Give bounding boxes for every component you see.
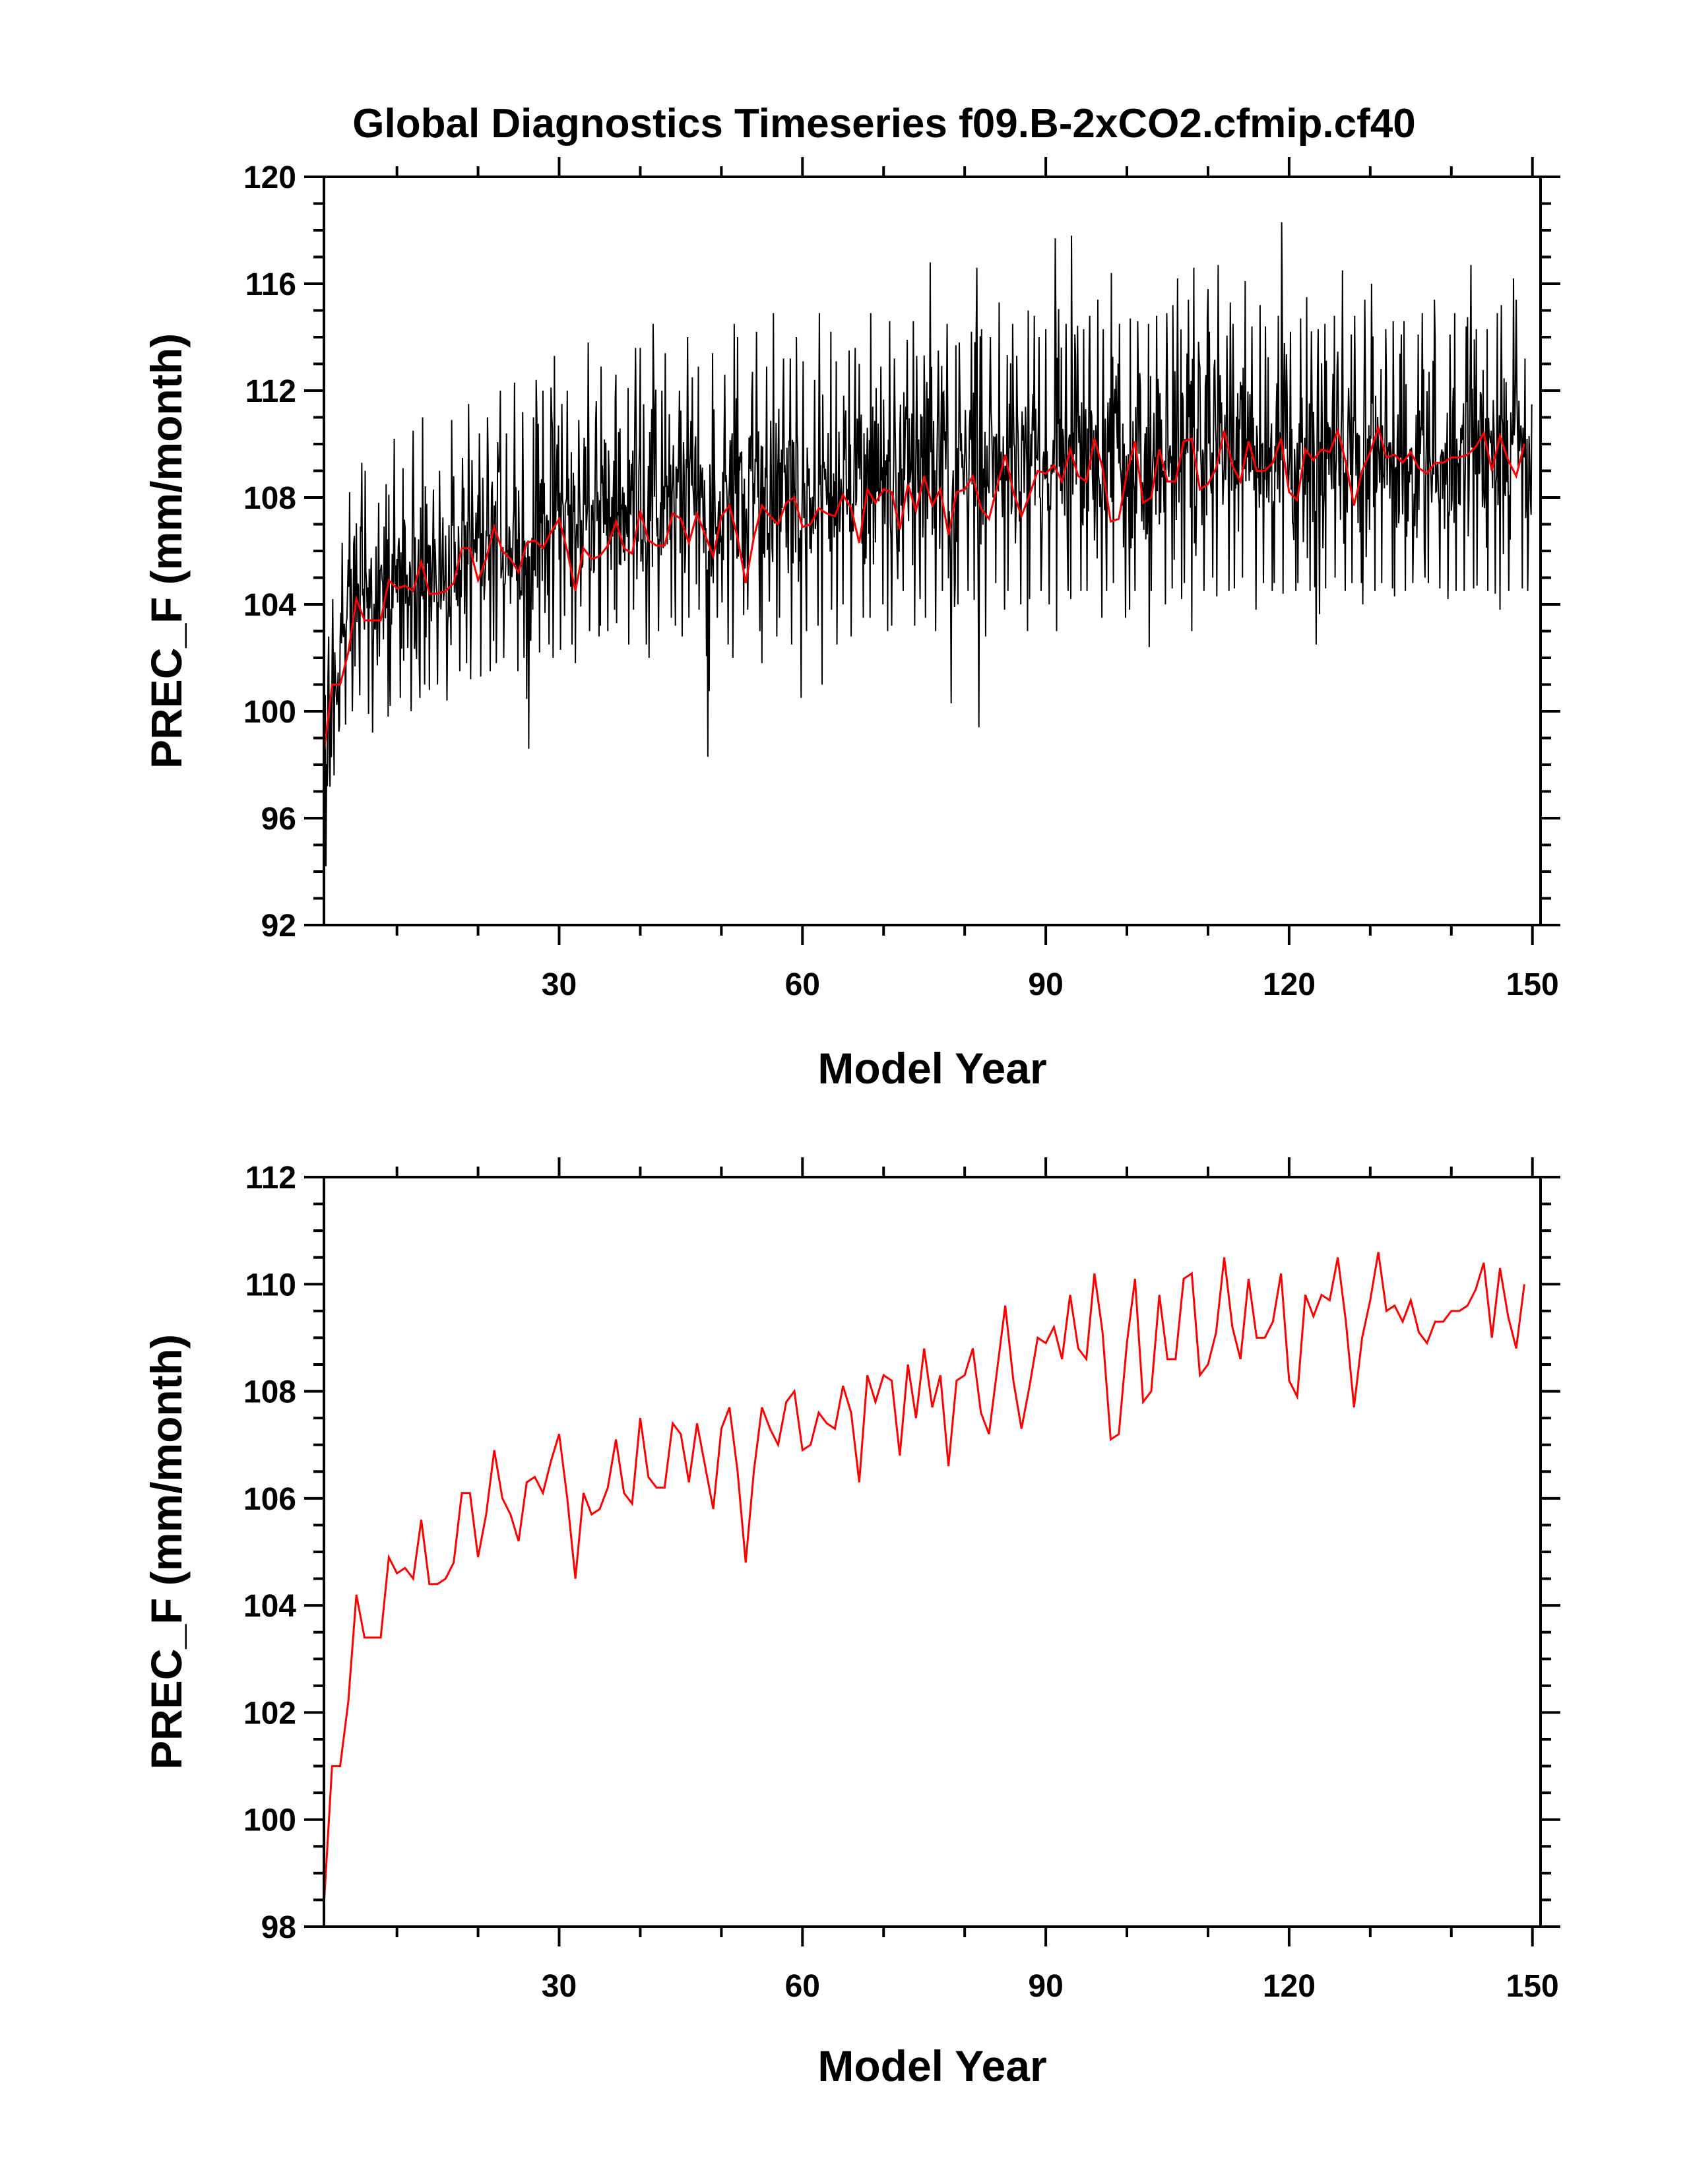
top-panel-y-axis-label: PREC_F (mm/month): [142, 333, 191, 769]
annual-mean-line: [323, 424, 1525, 754]
bottom-panel-axes: 98 100 102 104 106 108 110 112 30 60 90 120 150: [243, 1157, 1560, 2004]
y-tick-label: 96: [261, 802, 296, 837]
y-tick-label: 100: [243, 1803, 296, 1838]
top-panel-axes: 92 96 100 104 108 112 116 120 30 60 90 120 150: [243, 157, 1560, 1002]
x-tick-label: 30: [542, 1969, 577, 2004]
bottom-panel-x-axis-label: Model Year: [817, 2041, 1046, 2090]
annual-mean-line: [323, 1252, 1525, 1906]
bottom-panel: 98 100 102 104 106 108 110 112 30 60 90 120 150 Mode…: [142, 1157, 1560, 2090]
y-tick-label: 104: [243, 588, 296, 623]
y-tick-label: 108: [243, 1375, 296, 1410]
bottom-panel-plot-frame: [323, 1176, 1542, 1928]
y-tick-label: 104: [243, 1589, 296, 1624]
top-panel-x-axis-label: Model Year: [817, 1044, 1046, 1093]
y-tick-label: 112: [245, 374, 296, 409]
x-tick-label: 30: [542, 967, 577, 1002]
top-panel: 92 96 100 104 108 112 116 120 30 60 90 120 150 Model…: [142, 157, 1560, 1093]
y-tick-label: 116: [245, 267, 296, 302]
x-tick-label: 90: [1028, 1969, 1063, 2004]
bottom-panel-y-axis-label: PREC_F (mm/month): [142, 1334, 191, 1770]
y-tick-label: 106: [243, 1482, 296, 1517]
x-tick-label: 150: [1506, 1969, 1559, 2004]
y-tick-label: 98: [261, 1910, 296, 1945]
y-tick-label: 112: [245, 1161, 296, 1196]
x-tick-label: 60: [785, 967, 820, 1002]
x-tick-label: 60: [785, 1969, 820, 2004]
y-tick-label: 100: [243, 695, 296, 730]
y-tick-label: 92: [261, 909, 296, 944]
chart-title: Global Diagnostics Timeseries f09.B-2xCO…: [352, 101, 1415, 146]
x-tick-label: 120: [1263, 967, 1316, 1002]
y-tick-label: 120: [243, 160, 296, 195]
x-tick-label: 90: [1028, 967, 1063, 1002]
x-tick-label: 120: [1263, 1969, 1316, 2004]
top-panel-series: [323, 222, 1533, 866]
y-tick-label: 110: [245, 1268, 296, 1302]
bottom-panel-series: [323, 1252, 1525, 1906]
monthly-series-line: [323, 222, 1533, 866]
y-tick-label: 102: [243, 1696, 296, 1731]
y-tick-label: 108: [243, 481, 296, 516]
x-tick-label: 150: [1506, 967, 1559, 1002]
